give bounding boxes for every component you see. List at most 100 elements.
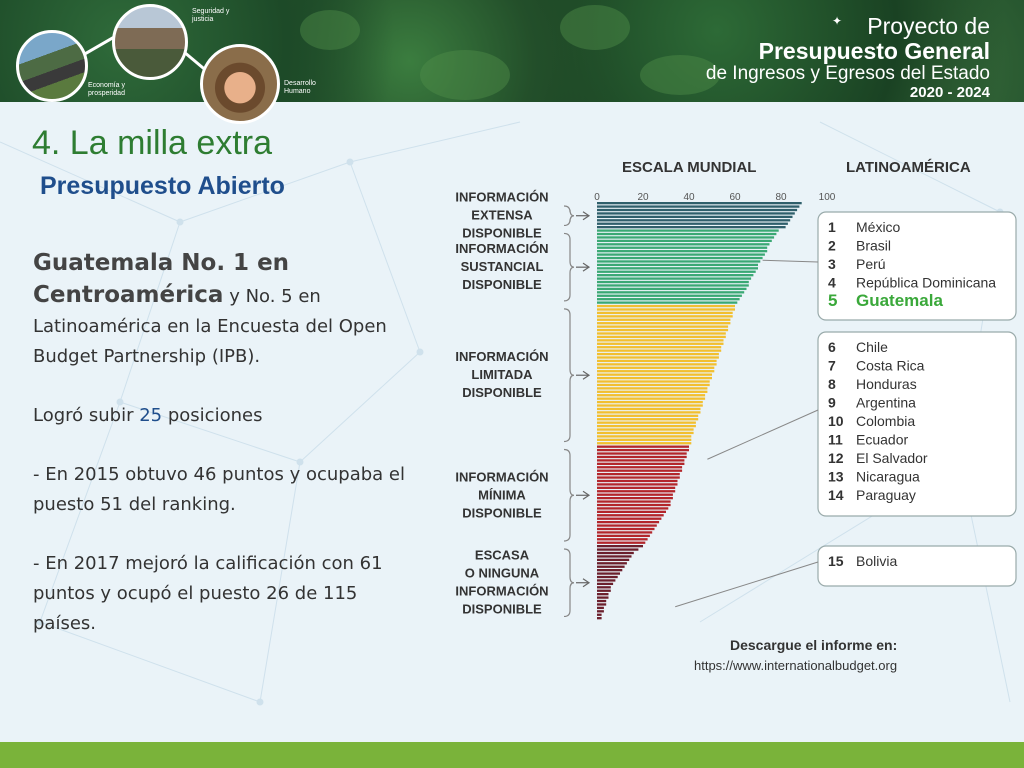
chart-bar — [597, 373, 712, 376]
country-name: Colombia — [856, 413, 915, 429]
chart-bar — [597, 510, 666, 513]
x-tick-label: 0 — [594, 192, 600, 203]
chart-bar — [597, 551, 634, 555]
bracket-brace — [563, 308, 575, 443]
positions-post: posiciones — [162, 405, 263, 426]
project-title: Proyecto de Presupuesto General de Ingre… — [706, 14, 990, 102]
chart-bar — [597, 500, 671, 503]
chart-bar — [597, 404, 703, 407]
chart-bar — [597, 359, 717, 363]
chart-bar — [597, 579, 616, 582]
chart-bar — [597, 610, 604, 613]
chart-bar — [597, 270, 756, 273]
chart-bar — [597, 424, 696, 428]
chart-bar — [597, 476, 680, 479]
chart-bar — [597, 208, 798, 212]
country-name: Bolivia — [856, 553, 897, 569]
chart-bar — [597, 507, 669, 510]
chart-bar — [597, 613, 602, 616]
security-photo-circle — [112, 4, 188, 80]
rank-number: 3 — [828, 256, 836, 272]
chart-bar — [597, 311, 733, 315]
positions-pre: Logró subir — [33, 405, 140, 426]
country-name: Chile — [856, 339, 888, 355]
pointer-line — [762, 259, 819, 263]
latam-box — [817, 331, 1017, 517]
chart-bar — [597, 226, 786, 229]
chart-bar — [597, 517, 662, 520]
pointer-line — [675, 561, 819, 608]
rank-number: 14 — [828, 487, 844, 503]
chart-bar — [597, 325, 729, 328]
chart-bar — [597, 418, 699, 421]
chart-bar — [597, 555, 632, 558]
slide-title: 4. La milla extra — [32, 124, 272, 162]
chart-bar — [597, 589, 611, 592]
x-tick-label: 40 — [683, 192, 695, 203]
arrow-head-icon — [582, 262, 591, 272]
chart-bar — [597, 503, 671, 507]
rank-number: 6 — [828, 339, 836, 355]
arrow-head-icon — [582, 578, 591, 588]
header-banner: Economía y prosperidad Seguridad y justi… — [0, 0, 1024, 124]
chart-bar — [597, 545, 643, 548]
chart-bar — [597, 534, 650, 538]
headline-paragraph: Guatemala No. 1 en Centroamérica y No. 5… — [33, 248, 413, 372]
chart-bar — [597, 280, 749, 284]
chart-bar — [597, 352, 719, 356]
foliage-texture — [640, 55, 720, 95]
arrow-head-icon — [582, 211, 591, 221]
foliage-texture — [560, 5, 630, 50]
chart-bar — [597, 294, 742, 297]
download-url[interactable]: https://www.internationalbudget.org — [694, 658, 897, 673]
chart-bar — [597, 342, 724, 345]
bracket-brace — [563, 232, 575, 302]
foliage-texture — [420, 50, 510, 100]
chart-bar — [597, 514, 664, 517]
rank-number: 2 — [828, 238, 836, 254]
chart-bar — [597, 304, 735, 308]
chart-bar — [597, 442, 692, 445]
chart-bar — [597, 212, 795, 215]
chart-bar — [597, 301, 738, 304]
category-label: INFORMACIÓN SUSTANCIAL DISPONIBLE — [455, 241, 548, 292]
chart-bar — [597, 215, 793, 219]
chart-bar — [597, 322, 731, 325]
chart-bar — [597, 466, 683, 469]
chart-bar — [597, 572, 620, 575]
arrow-head-icon — [582, 490, 591, 500]
chart-bar — [597, 236, 775, 239]
category-label: INFORMACIÓN LIMITADA DISPONIBLE — [455, 349, 548, 400]
chart-bar — [597, 287, 747, 291]
country-name: México — [856, 219, 901, 235]
chart-bar — [597, 256, 763, 260]
result-2015: - En 2015 obtuvo 46 puntos y ocupaba el … — [33, 464, 405, 515]
chart-bar — [597, 431, 694, 435]
rank-number: 10 — [828, 413, 844, 429]
chart-bar — [597, 202, 802, 205]
rank-number: 8 — [828, 376, 836, 392]
headline-rest: y No. 5 en Latinoamérica en la Encuesta … — [33, 286, 387, 367]
chart-bar — [597, 366, 715, 369]
chart-bar — [597, 298, 740, 301]
chart-bar — [597, 569, 623, 572]
project-title-line2: Presupuesto General — [758, 38, 990, 64]
chart-bar — [597, 284, 749, 287]
human-development-photo-circle — [200, 44, 280, 124]
chart-bar — [597, 250, 768, 253]
chart-bar — [597, 253, 765, 256]
chart-bar — [597, 527, 655, 531]
project-title-line1: Proyecto de — [867, 13, 990, 39]
project-title-line3: de Ingresos y Egresos del Estado — [705, 63, 990, 84]
chart-bar — [597, 593, 609, 596]
chart-bar — [597, 315, 733, 318]
chart-bar — [597, 263, 758, 267]
country-name: El Salvador — [856, 450, 928, 466]
rank-number: 1 — [828, 219, 836, 235]
chart-bar — [597, 438, 692, 441]
chart-bar — [597, 599, 607, 603]
category-label: ESCASA O NINGUNA INFORMACIÓN DISPONIBLE — [455, 548, 548, 617]
rank-number: 5 — [828, 291, 837, 310]
latam-box — [817, 545, 1017, 587]
chart-bar — [597, 524, 657, 527]
